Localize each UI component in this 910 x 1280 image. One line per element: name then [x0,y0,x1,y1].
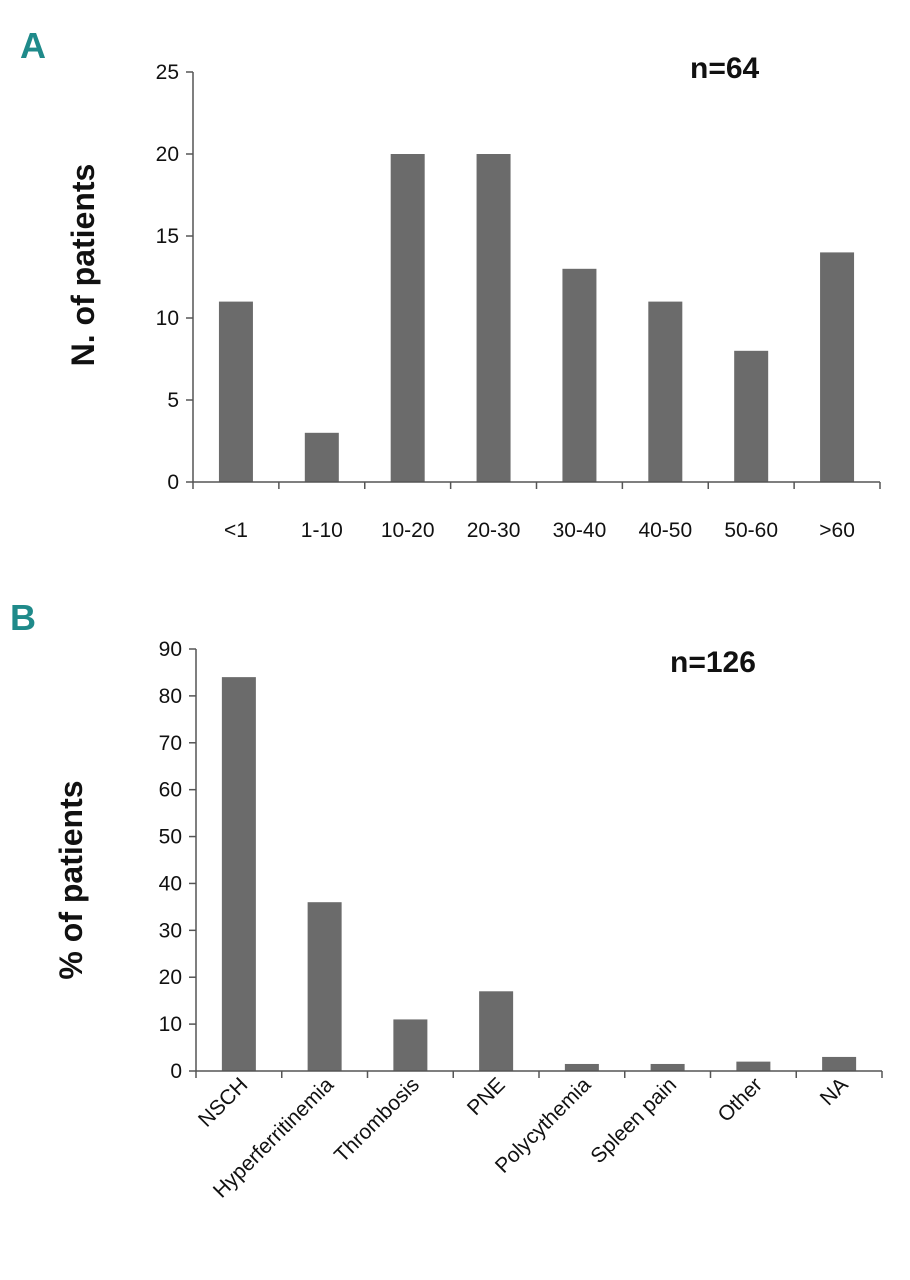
x-category-label: >60 [819,519,855,542]
bar-4 [564,1063,599,1071]
x-category-label: Thrombosis [330,1073,424,1167]
panel-b-n-annotation: n=126 [670,646,756,679]
panel-a-axes [192,72,881,489]
y-tick-label: 10 [156,307,179,330]
y-tick-label: 50 [159,826,182,849]
x-category-label: NA [816,1073,853,1110]
x-category-label: Other [714,1073,767,1126]
y-tick-label: 40 [159,872,182,895]
bar-1 [307,902,342,1071]
y-tick-label: 0 [167,471,179,494]
panel-b-bars [221,677,857,1071]
x-category-label: 30-40 [553,519,607,542]
panel-b-y-ticks: 0 10 20 30 40 50 60 70 80 90 [159,638,196,1083]
y-tick-label: 5 [167,389,179,412]
bar-6 [734,350,769,482]
x-category-label: PNE [463,1073,510,1120]
x-category-label: 10-20 [381,519,435,542]
bar-0 [221,677,256,1071]
panel-a-letter: A [20,25,46,66]
bar-7 [820,252,855,482]
bar-0 [218,301,253,482]
panel-b-axes [195,649,883,1078]
bar-5 [650,1063,685,1071]
y-tick-label: 20 [156,143,179,166]
x-category-label: 50-60 [724,519,778,542]
panel-a-chart: A n=64 N. of patients 0 5 10 15 20 25 <1 1-10 1… [20,25,881,542]
bar-1 [304,432,339,482]
x-category-label: 20-30 [467,519,521,542]
y-tick-label: 30 [159,919,182,942]
y-tick-label: 15 [156,225,179,248]
panel-a-n-annotation: n=64 [690,52,760,85]
panel-a-category-labels: <1 1-10 10-20 20-30 30-40 40-50 50-60 >60 [224,519,855,542]
x-category-label: NSCH [194,1073,252,1131]
panel-b-letter: B [10,597,36,638]
y-tick-label: 80 [159,685,182,708]
bar-7 [822,1056,857,1071]
x-category-label: Spleen pain [586,1073,681,1168]
y-tick-label: 60 [159,779,182,802]
y-tick-label: 20 [159,966,182,989]
y-tick-label: 90 [159,638,182,661]
panel-a-y-axis-label: N. of patients [65,164,101,367]
bar-2 [390,154,425,482]
y-tick-label: 25 [156,61,179,84]
panel-b-y-axis-label: % of patients [53,780,89,979]
bar-5 [648,301,683,482]
panel-a-bars [218,154,855,482]
y-tick-label: 0 [170,1060,182,1083]
bar-3 [476,154,511,482]
bar-4 [562,268,597,482]
y-tick-label: 10 [159,1013,182,1036]
x-category-label: <1 [224,519,248,542]
panel-b-chart: B n=126 % of patients 0 10 20 30 40 50 60 70 80 9… [10,597,883,1203]
bar-3 [479,991,514,1071]
x-category-label: 1-10 [301,519,343,542]
x-category-label: 40-50 [638,519,692,542]
bar-6 [736,1061,771,1071]
y-tick-label: 70 [159,732,182,755]
bar-2 [393,1019,428,1071]
panel-a-y-ticks: 0 5 10 15 20 25 [156,61,193,494]
